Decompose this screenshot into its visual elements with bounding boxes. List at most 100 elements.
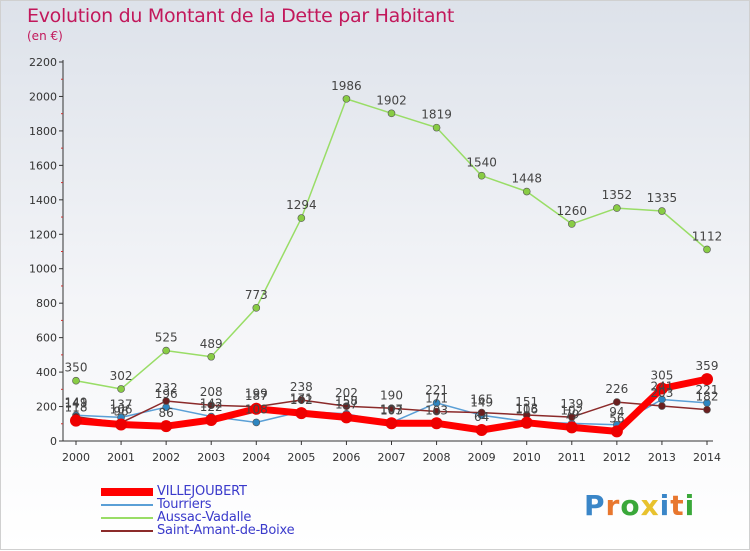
data-point xyxy=(432,399,441,407)
data-label: 141 xyxy=(65,397,88,411)
data-label: 302 xyxy=(110,369,133,383)
data-point xyxy=(703,245,711,254)
data-point xyxy=(70,414,82,427)
legend-label: Saint-Amant-de-Boixe xyxy=(157,523,295,538)
data-label: 190 xyxy=(380,388,403,402)
logo-letter: x xyxy=(640,489,660,522)
logo-letter: o xyxy=(620,489,641,522)
proxiti-logo: Proxiti xyxy=(584,489,695,522)
data-label: 1112 xyxy=(692,229,723,243)
data-point xyxy=(385,417,398,430)
y-tick-label: 1200 xyxy=(29,228,57,241)
series-villejoubert xyxy=(70,373,713,438)
y-tick-label: 400 xyxy=(36,366,57,379)
data-label: 187 xyxy=(245,389,268,403)
data-point xyxy=(340,411,353,424)
data-label: 208 xyxy=(200,385,223,399)
data-label: 196 xyxy=(155,387,178,401)
data-label: 232 xyxy=(155,381,178,395)
data-point xyxy=(162,346,170,355)
data-point xyxy=(567,413,576,421)
x-tick-label: 2009 xyxy=(468,451,496,464)
x-tick-label: 2004 xyxy=(242,451,270,464)
data-label: 171 xyxy=(290,392,313,406)
legend-label: Tourriers xyxy=(157,497,212,512)
data-point xyxy=(252,304,261,312)
data-label: 1902 xyxy=(376,93,407,107)
data-labels-layer: 118 96 86 122 187 162 137 103 103 64 106 79 56 305 359… xyxy=(65,79,723,425)
legend-label: VILLEJOUBERT xyxy=(157,484,247,499)
data-point xyxy=(297,396,306,404)
data-label: 221 xyxy=(425,383,448,397)
data-point xyxy=(117,385,125,393)
series-aussac-vadalle xyxy=(72,95,711,393)
y-tick-label: 2000 xyxy=(29,90,57,103)
data-label: 113 xyxy=(515,402,538,416)
data-point xyxy=(613,204,621,212)
legend-swatch xyxy=(101,488,153,496)
data-point xyxy=(658,207,666,215)
series-line xyxy=(75,98,708,390)
x-tick-label: 2005 xyxy=(287,451,315,464)
data-label: 1819 xyxy=(421,108,452,122)
data-point xyxy=(342,402,351,411)
data-label: 773 xyxy=(245,288,268,302)
y-tick-label: 200 xyxy=(36,401,57,414)
data-point xyxy=(565,421,578,434)
x-tick-label: 2006 xyxy=(332,451,360,464)
data-label: 158 xyxy=(335,394,358,408)
data-label: 96 xyxy=(113,404,128,418)
logo-letter: P xyxy=(584,489,606,522)
data-label: 102 xyxy=(560,403,583,417)
data-point xyxy=(613,398,621,406)
y-tick-label: 1000 xyxy=(29,263,57,276)
logo-letter: i xyxy=(659,489,671,522)
data-point xyxy=(567,220,576,228)
data-point xyxy=(297,214,306,222)
x-tick-label: 2013 xyxy=(648,451,676,464)
data-point xyxy=(115,418,128,431)
data-point xyxy=(205,413,218,426)
data-point xyxy=(250,402,263,415)
data-label: 305 xyxy=(650,368,673,382)
y-tick-label: 0 xyxy=(50,435,57,448)
data-label: 1448 xyxy=(511,172,542,186)
data-point xyxy=(342,95,351,103)
data-point xyxy=(701,373,713,386)
data-point xyxy=(477,408,486,417)
data-label: 106 xyxy=(110,403,133,417)
data-label: 108 xyxy=(245,402,268,416)
y-tick-label: 800 xyxy=(36,297,57,310)
data-label: 171 xyxy=(425,392,448,406)
y-tick-label: 1600 xyxy=(29,159,57,172)
chart-subtitle: (en €) xyxy=(27,29,63,43)
y-tick-label: 1800 xyxy=(29,125,57,138)
data-label: 103 xyxy=(425,403,448,417)
data-label: 103 xyxy=(380,403,403,417)
data-point xyxy=(207,352,216,361)
data-point xyxy=(475,423,488,436)
data-label: 359 xyxy=(696,359,719,373)
data-point xyxy=(432,123,441,132)
data-label: 162 xyxy=(290,393,313,407)
data-label: 149 xyxy=(65,395,88,409)
data-label: 525 xyxy=(155,331,178,345)
data-label: 182 xyxy=(696,390,719,404)
x-tick-label: 2012 xyxy=(603,451,631,464)
data-label: 1260 xyxy=(557,204,588,218)
data-label: 241 xyxy=(650,379,673,393)
data-label: 122 xyxy=(200,400,223,414)
data-label: 137 xyxy=(110,397,133,411)
data-point xyxy=(432,407,441,416)
data-point xyxy=(703,405,711,414)
x-tick-label: 2003 xyxy=(197,451,225,464)
x-tick-label: 2008 xyxy=(423,451,451,464)
data-point xyxy=(162,397,170,405)
data-label: 203 xyxy=(650,386,673,400)
data-label: 106 xyxy=(515,403,538,417)
x-tick-label: 2011 xyxy=(558,451,586,464)
data-label: 226 xyxy=(605,382,628,396)
data-point xyxy=(252,418,261,427)
data-label: 1335 xyxy=(647,191,678,205)
